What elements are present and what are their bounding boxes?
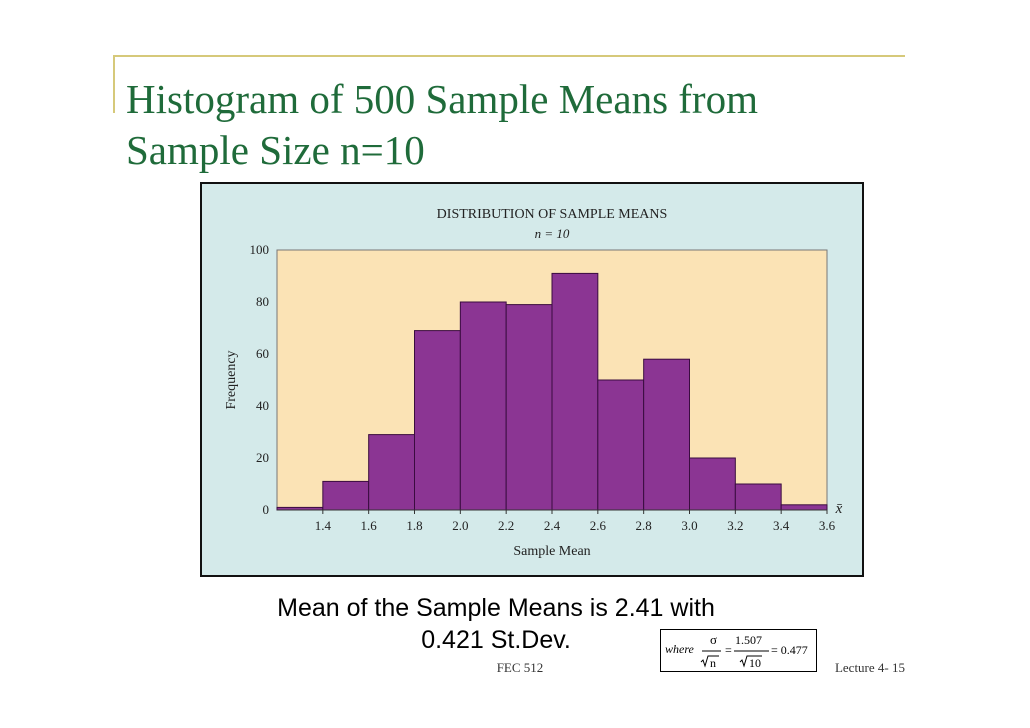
histogram-bar bbox=[459, 301, 507, 511]
histogram-bar bbox=[597, 379, 645, 511]
y-tick-label: 100 bbox=[250, 242, 270, 257]
y-tick-label: 40 bbox=[256, 398, 269, 413]
x-tick-label: 3.4 bbox=[773, 518, 790, 533]
formula-numerator: 1.507 bbox=[735, 633, 762, 647]
footer-course-code: FEC 512 bbox=[496, 660, 544, 675]
histogram-bar bbox=[551, 272, 599, 511]
formula-where-label: where bbox=[665, 642, 695, 656]
x-axis-symbol: x̄ bbox=[835, 501, 843, 517]
formula-equals: = bbox=[725, 643, 732, 657]
chart-subtitle: n = 10 bbox=[535, 226, 570, 241]
histogram-chart: DISTRIBUTION OF SAMPLE MEANS n = 10 1.4 1.6… bbox=[200, 182, 864, 577]
x-tick-label: 3.0 bbox=[681, 518, 697, 533]
formula-n: n bbox=[710, 656, 716, 670]
histogram-bar bbox=[780, 504, 828, 511]
histogram-svg: DISTRIBUTION OF SAMPLE MEANS n = 10 1.4 1.6… bbox=[200, 182, 864, 577]
x-tick-label: 3.2 bbox=[727, 518, 743, 533]
slide-frame-top-line bbox=[113, 55, 905, 57]
x-tick-label: 2.4 bbox=[544, 518, 561, 533]
y-axis-label: Frequency bbox=[224, 350, 239, 409]
x-tick-label: 2.2 bbox=[498, 518, 514, 533]
histogram-bar bbox=[505, 304, 553, 511]
sqrt-symbol-icon bbox=[739, 655, 762, 668]
x-tick-label: 3.6 bbox=[819, 518, 836, 533]
x-tick-label: 2.0 bbox=[452, 518, 468, 533]
slide-frame-left-line bbox=[113, 55, 115, 113]
summary-caption: Mean of the Sample Means is 2.41 with 0.… bbox=[236, 592, 756, 656]
histogram-bar bbox=[734, 483, 782, 511]
histogram-bar bbox=[368, 434, 416, 511]
formula-denominator: 10 bbox=[749, 656, 761, 670]
slide-title: Histogram of 500 Sample Means from Sampl… bbox=[126, 76, 758, 173]
sqrt-symbol-icon bbox=[700, 655, 719, 668]
standard-error-formula: where σ n = 1.507 10 = 0.477 bbox=[660, 629, 817, 672]
histogram-bar bbox=[322, 480, 370, 511]
histogram-bar bbox=[689, 457, 736, 511]
x-tick-label: 1.8 bbox=[406, 518, 422, 533]
y-tick-label: 0 bbox=[263, 502, 270, 517]
histogram-bar bbox=[643, 358, 690, 511]
y-tick-label: 80 bbox=[256, 294, 269, 309]
footer-lecture-number: Lecture 4- 15 bbox=[834, 660, 905, 675]
caption-line-2: 0.421 St.Dev. bbox=[421, 626, 571, 654]
histogram-bar bbox=[414, 330, 461, 511]
x-tick-label: 1.4 bbox=[315, 518, 332, 533]
y-tick-label: 20 bbox=[256, 450, 269, 465]
chart-title: DISTRIBUTION OF SAMPLE MEANS bbox=[437, 207, 668, 222]
x-tick-label: 1.6 bbox=[361, 518, 378, 533]
x-tick-label: 2.6 bbox=[590, 518, 607, 533]
formula-sigma: σ bbox=[710, 632, 717, 647]
formula-result: = 0.477 bbox=[771, 643, 808, 657]
caption-line-1: Mean of the Sample Means is 2.41 with bbox=[277, 594, 715, 622]
y-tick-label: 60 bbox=[256, 346, 269, 361]
x-tick-label: 2.8 bbox=[636, 518, 652, 533]
x-axis-label: Sample Mean bbox=[513, 544, 590, 559]
